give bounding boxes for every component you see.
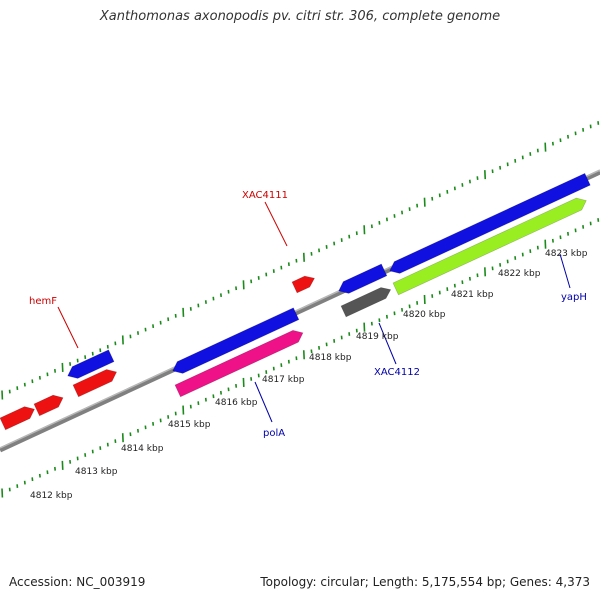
gene-arrow-blue [67, 349, 115, 379]
scale-label: 4822 kbp [498, 269, 541, 279]
label-leaders [57, 201, 571, 423]
gene-arrow-pink [174, 330, 304, 398]
leader-yapH [559, 253, 571, 289]
gene-label-XAC4111: XAC4111 [242, 190, 288, 201]
gene-arrow-red [0, 406, 35, 431]
gene-arrow-XAC4111 [291, 275, 315, 294]
accession-text: Accession: NC_003919 [9, 575, 146, 589]
scale-label: 4817 kbp [262, 375, 305, 385]
gene-label-polA: polA [263, 428, 285, 439]
gene-features [0, 172, 591, 431]
inner-tick-ring [1, 218, 600, 498]
gene-arrow-polA [172, 307, 300, 374]
outer-tick-ring [1, 121, 600, 400]
gene-label-yapH: yapH [561, 292, 587, 303]
scale-label: 4816 kbp [215, 398, 258, 408]
map-title: Xanthomonas axonopodis pv. citri str. 30… [99, 9, 501, 24]
gene-arrow-blue [389, 172, 591, 274]
scale-label: 4812 kbp [30, 491, 73, 501]
gene-arrow-blue [338, 263, 388, 294]
gene-arrow-red [33, 394, 64, 417]
scale-label: 4818 kbp [309, 353, 352, 363]
gene-label-XAC4112: XAC4112 [374, 367, 420, 378]
leader-XAC4111 [264, 201, 288, 247]
leader-XAC4112 [378, 322, 397, 365]
scale-label: 4814 kbp [121, 444, 164, 454]
scale-labels: 4812 kbp 4813 kbp 4814 kbp 4815 kbp 4816 kbp… [30, 249, 588, 501]
scale-label: 4813 kbp [75, 467, 118, 477]
genome-summary-text: Topology: circular; Length: 5,175,554 bp… [260, 575, 590, 589]
gene-arrow-XAC4112 [340, 287, 392, 318]
gene-labels: hemF XAC4111 polA XAC4112 yapH [29, 190, 587, 439]
scale-label: 4819 kbp [356, 332, 399, 342]
leader-polA [254, 381, 273, 423]
gene-arrow-yapH [392, 197, 587, 296]
scale-label: 4823 kbp [545, 249, 588, 259]
gene-arrow-hemF [72, 369, 117, 398]
leader-hemF [57, 306, 79, 349]
scale-label: 4821 kbp [451, 290, 494, 300]
gene-label-hemF: hemF [29, 296, 57, 307]
scale-label: 4815 kbp [168, 420, 211, 430]
scale-label: 4820 kbp [403, 310, 446, 320]
